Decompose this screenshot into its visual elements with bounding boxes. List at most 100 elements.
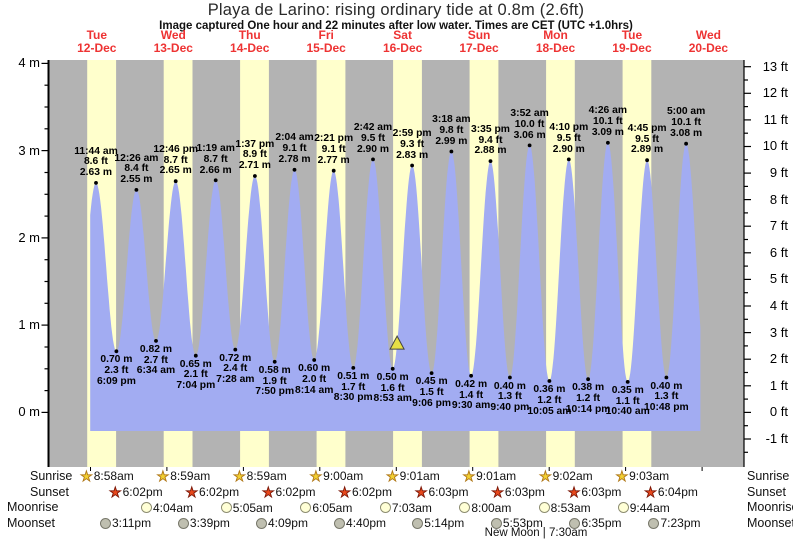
tide-high-annotation: 3:18 am 9.8 ft 2.99 m [432,114,471,147]
annotation-line: 10.0 ft [514,118,545,130]
annotation-line: 0.58 m [258,364,291,376]
annotation-line: 9.1 ft [282,143,307,155]
annotation-line: 0.35 m [611,384,644,396]
annotation-line: 2.0 ft [302,373,327,385]
tide-high-annotation: 3:35 pm 9.4 ft 2.88 m [471,124,510,157]
sunrise-icon: ★ [233,467,246,484]
tide-low-annotation: 0.40 m 1.3 ft 9:40 pm [490,381,530,414]
tide-extreme-dot [272,359,277,364]
annotation-line: 1.9 ft [262,375,287,387]
astro-time-entry: 4:04am [141,500,193,515]
annotation-line: 2.78 m [278,154,311,166]
annotation-line: 11:44 am [74,145,118,157]
annotation-line: 8.7 ft [163,154,188,166]
astro-time: 6:05am [312,500,353,515]
sunset-icon: ★ [414,483,428,500]
moonset-icon [255,517,267,529]
annotation-line: 8.7 ft [203,153,228,165]
annotation-line: 9.3 ft [400,138,425,150]
moonrise-icon [220,502,232,513]
tide-high-annotation: 4:26 am 10.1 ft 3.09 m [589,106,627,138]
astro-row-label-left: Sunset [30,484,69,499]
moonset-icon [490,517,502,529]
annotation-line: 0.60 m [298,363,331,375]
annotation-line: 2.55 m [120,174,153,186]
day-weekday: Wed [695,28,721,42]
y-axis-label-ft: 6 ft [769,244,788,260]
astro-time-entry: 6:35pm [569,516,622,531]
annotation-line: 2.89 m [631,144,664,156]
sunrise-icon: ★ [309,467,323,484]
astro-time-entry: ★ 8:58am [80,467,134,484]
annotation-line: 3.08 m [670,127,703,139]
astro-row-label-left: Moonrise [7,500,59,514]
day-weekday: Thu [238,28,261,42]
astro-time: 3:11pm [111,516,152,530]
tide-extreme-dot [351,366,356,370]
tide-low-annotation: 0.36 m 1.2 ft 10:05 am [527,384,571,417]
astro-time: 6:03pm [504,485,545,499]
y-axis-label-ft: 13 ft [762,58,788,74]
tide-high-annotation: 11:44 am 8.6 ft 2.63 m [74,145,118,179]
annotation-line: 2.7 ft [143,354,168,366]
y-axis-label-ft: 9 ft [769,165,788,181]
tide-low-annotation: 0.35 m 1.1 ft 10:40 am [606,384,650,418]
astro-row-label-left: Moonset [7,515,55,530]
tide-low-annotation: 0.42 m 1.4 ft 9:30 am [452,379,490,412]
annotation-line: 2.65 m [159,165,192,177]
astro-time: 6:03pm [428,485,469,499]
tide-extreme-dot [645,158,649,163]
astro-time: 6:02pm [199,485,240,499]
moonset-icon [99,517,111,529]
annotation-line: 2.99 m [435,135,468,147]
tide-extreme-dot [664,375,669,380]
annotation-line: 0.65 m [179,358,212,370]
astro-time-entry: ★ 6:02pm [262,484,316,500]
astro-time-entry: ★ 6:02pm [185,484,240,500]
tide-low-annotation: 0.82 m 2.7 ft 6:34 am [137,344,175,377]
y-axis-label-ft: -1 ft [765,430,788,446]
annotation-line: 3.06 m [513,129,546,141]
annotation-line: 3:18 am [432,114,471,126]
annotation-line: 1:19 am [196,142,235,154]
moonrise-icon [379,502,391,513]
tide-extreme-dot [488,159,493,164]
tide-high-annotation: 3:52 am 10.0 ft 3.06 m [510,108,548,141]
tide-high-annotation: 2:04 am 9.1 ft 2.78 m [275,133,313,165]
astro-time: 4:09pm [267,516,308,530]
astro-time: 6:02pm [122,485,163,499]
astro-row-label-right: Sunset [747,484,786,499]
annotation-line: 2.71 m [238,160,271,172]
annotation-line: 3.09 m [591,126,624,138]
moonset-icon [569,517,581,529]
tide-low-annotation: 0.40 m 1.3 ft 10:48 pm [644,381,689,414]
tide-extreme-dot [134,188,139,192]
annotation-line: 9:40 pm [490,402,530,414]
tide-extreme-dot [390,366,395,371]
tide-extreme-dot [606,140,610,145]
y-axis-label-ft: 3 ft [769,324,788,340]
annotation-line: 2.90 m [356,143,390,155]
day-label: Sun 17-Dec [437,29,521,55]
tide-extreme-dot [547,379,552,383]
annotation-line: 1.2 ft [537,394,562,406]
astro-time: 9:01am [399,469,440,483]
astro-time-entry: ★ 6:03pm [567,484,621,500]
day-label: Mon 18-Dec [514,29,598,55]
annotation-line: 6:09 pm [96,375,136,387]
day-label: Wed 13-Dec [131,29,215,55]
sunrise-icon: ★ [80,467,93,484]
y-axis-label-m: 0 m [18,404,40,420]
astro-time-entry: 7:23pm [648,516,701,531]
tide-extreme-dot [331,168,336,173]
astro-time: 6:02pm [351,485,392,499]
astro-time: 8:59am [170,469,211,483]
astro-row-label-right: Sunrise [747,468,790,483]
sunset-icon: ★ [109,483,122,500]
sunset-icon: ★ [644,483,657,500]
day-date: 14-Dec [230,41,270,55]
day-label: Sat 16-Dec [361,29,445,55]
astro-row-label-left: Sunrise [30,468,73,483]
sunrise-icon: ★ [386,467,399,484]
